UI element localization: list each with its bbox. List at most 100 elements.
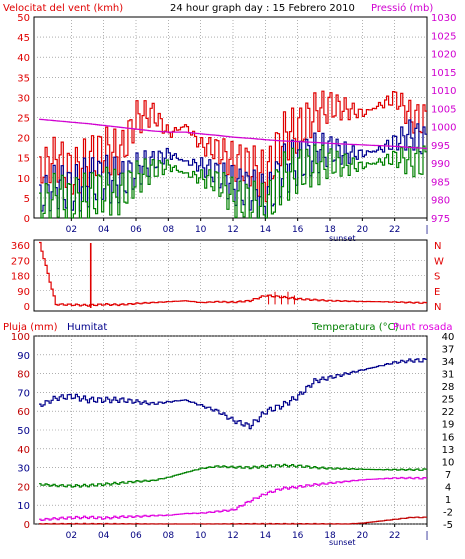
time-tick-label: 16 — [292, 225, 304, 235]
sunset-label-top: sunset — [329, 234, 356, 243]
time-tick-label: | — [425, 531, 428, 541]
wind-speed-tick-label: 0 — [24, 214, 30, 225]
direction-degree-label: 0 — [24, 302, 30, 313]
wind-speed-tick-label: 40 — [17, 53, 30, 64]
direction-line-0 — [39, 241, 427, 307]
pressure-tick-label: 985 — [431, 177, 450, 188]
env-series-line-3 — [39, 516, 427, 525]
time-tick-label: 08 — [163, 225, 175, 235]
direction-compass-label: N — [434, 241, 441, 252]
temperature-tick-label: 10 — [442, 457, 455, 468]
pressure-tick-label: 975 — [431, 214, 450, 225]
wind-speed-axis: 0 5 10 15 20 25 30 35 40 45 50 — [17, 13, 30, 225]
series-line-2 — [39, 144, 427, 219]
time-tick-label: 02 — [66, 531, 77, 541]
rain-humidity-tick-label: 0 — [24, 520, 30, 531]
wind-speed-tick-label: 45 — [17, 33, 30, 44]
pressure-axis: 975 980 985 990 995 1000 1005 1010 1015 1020 1025 1… — [431, 13, 456, 225]
rain-label: Pluja (mm) — [3, 322, 58, 333]
time-tick-label: 04 — [98, 531, 110, 541]
direction-degree-label: 90 — [17, 287, 30, 298]
pressure-tick-label: 1005 — [431, 104, 456, 115]
pressure-label: Pressió (mb) — [371, 2, 433, 14]
temp-humidity-grid — [34, 335, 427, 525]
wind-speed-tick-label: 35 — [17, 73, 30, 84]
temperature-tick-label: -2 — [443, 507, 453, 518]
temperature-tick-label: 4 — [445, 482, 451, 493]
direction-degree-label: 270 — [11, 256, 30, 267]
time-tick-label: 18 — [324, 531, 336, 541]
wind-speed-tick-label: 5 — [24, 194, 30, 205]
time-tick-label: 02 — [66, 225, 77, 235]
time-tick-label: 10 — [195, 225, 207, 235]
pressure-tick-label: 1010 — [431, 86, 456, 97]
pressure-tick-label: 1030 — [431, 13, 456, 24]
rain-humidity-tick-label: 20 — [17, 482, 30, 493]
wind-direction-series — [39, 241, 427, 308]
time-tick-label: 20 — [357, 225, 369, 235]
env-series-line-0 — [39, 358, 427, 430]
pressure-tick-label: 1020 — [431, 50, 456, 61]
direction-degree-label: 360 — [11, 241, 30, 252]
time-tick-label: 12 — [227, 531, 238, 541]
temp-humidity-series — [39, 358, 427, 525]
pressure-tick-label: 995 — [431, 141, 450, 152]
temperature-tick-label: 19 — [442, 420, 455, 431]
temperature-tick-label: 25 — [442, 395, 455, 406]
time-tick-label: 22 — [389, 531, 400, 541]
time-tick-label: | — [425, 225, 428, 235]
sunset-label-bottom: sunset — [329, 538, 356, 547]
pressure-tick-label: 1025 — [431, 31, 456, 42]
series-line-0 — [39, 90, 427, 203]
wind-speed-tick-label: 20 — [17, 134, 30, 145]
wind-speed-tick-label: 30 — [17, 93, 30, 104]
time-tick-label: 22 — [389, 225, 400, 235]
temperature-tick-label: 40 — [442, 332, 455, 343]
dewpoint-label: Punt rosada — [393, 322, 452, 333]
time-tick-label: 10 — [195, 531, 207, 541]
rain-humidity-tick-label: 80 — [17, 370, 30, 381]
temperature-tick-label: 34 — [442, 357, 455, 368]
time-tick-label: 12 — [227, 225, 238, 235]
time-tick-label: 04 — [98, 225, 110, 235]
wind-speed-label: Velocitat del vent (kmh) — [3, 3, 123, 14]
wind-speed-tick-label: 50 — [17, 13, 30, 24]
rain-humidity-tick-label: 40 — [17, 445, 30, 456]
pressure-tick-label: 980 — [431, 196, 450, 207]
series-line-3 — [39, 118, 427, 149]
rain-humidity-tick-label: 50 — [17, 426, 30, 437]
rain-humidity-tick-label: 100 — [11, 332, 30, 343]
rain-humidity-axis: 0 10 20 30 40 50 60 70 80 90 100 — [11, 332, 30, 531]
temperature-tick-label: 1 — [445, 495, 451, 506]
temperature-tick-label: 16 — [442, 432, 455, 443]
temperature-tick-label: 28 — [442, 382, 455, 393]
direction-compass-label: E — [434, 287, 440, 298]
wind-direction-grid — [34, 240, 427, 311]
temperature-tick-label: 7 — [445, 470, 451, 481]
time-tick-label: 20 — [357, 531, 369, 541]
temperature-tick-label: -5 — [443, 520, 453, 531]
chart-title: 24 hour graph day : 15 Febrero 2010 — [170, 3, 355, 14]
temperature-tick-label: 31 — [442, 370, 455, 381]
time-tick-label: 06 — [130, 225, 142, 235]
humidity-label: Humitat — [67, 322, 107, 333]
direction-compass-label: S — [434, 272, 440, 283]
rain-humidity-tick-label: 30 — [17, 464, 30, 475]
temperature-tick-label: 13 — [442, 445, 455, 456]
wind-speed-tick-label: 25 — [17, 114, 30, 125]
wind-speed-tick-label: 10 — [17, 174, 30, 185]
time-axis-bottom: 02 04 06 08 10 12 14 16 18 20 22 | — [66, 524, 429, 541]
time-tick-label: 18 — [324, 225, 336, 235]
direction-degrees-axis: 360 270 180 90 0 — [11, 241, 30, 313]
time-axis-top: 02 04 06 08 10 12 14 16 18 20 22 | — [66, 218, 429, 235]
temperature-tick-label: 22 — [442, 407, 455, 418]
pressure-tick-label: 1000 — [431, 123, 456, 134]
direction-compass-label: N — [434, 302, 441, 313]
wind-speed-tick-label: 15 — [17, 154, 30, 165]
rain-humidity-tick-label: 70 — [17, 388, 30, 399]
time-tick-label: 14 — [260, 225, 272, 235]
pressure-tick-label: 990 — [431, 159, 450, 170]
